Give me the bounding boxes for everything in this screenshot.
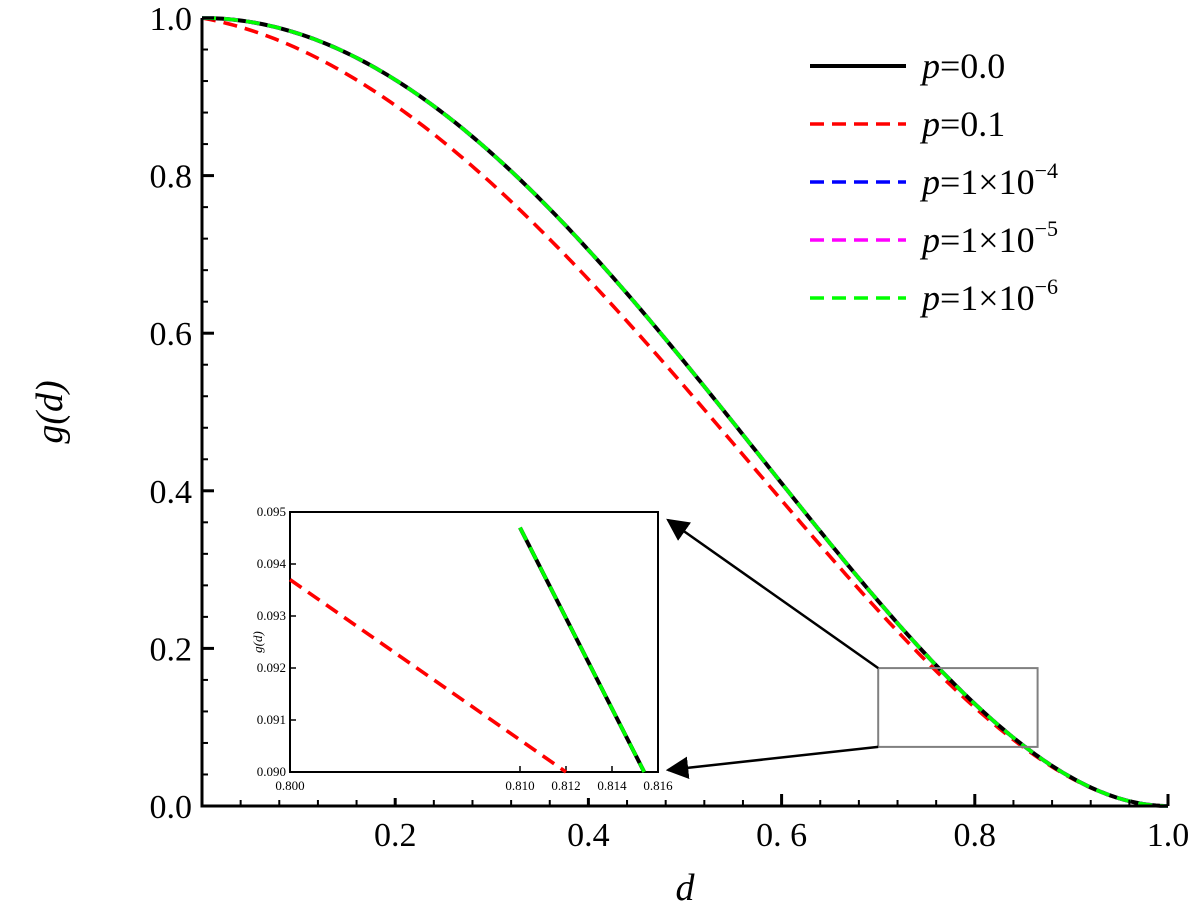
inset-x-tick-label: 0.816 <box>643 778 673 793</box>
inset-frame <box>289 511 659 773</box>
inset-y-tick-label: 0.095 <box>257 504 286 519</box>
legend-label: p=1×10−4 <box>919 158 1058 202</box>
x-tick-label: 1.0 <box>1147 817 1190 854</box>
inset-x-tick-label: 0.812 <box>551 778 580 793</box>
series-line-p-0-1 <box>201 16 1169 808</box>
y-tick-label: 0.6 <box>150 316 193 353</box>
zoom-box <box>877 667 1039 748</box>
inset-series-line-p-1-10-6 <box>518 526 646 773</box>
zoom-arrow-top <box>666 518 879 670</box>
inset-y-axis-title: g(d) <box>250 631 265 653</box>
x-tick-label: 0.4 <box>567 817 610 854</box>
x-tick-label: 0. 6 <box>756 817 807 854</box>
legend-label: p=1×10−5 <box>919 216 1058 260</box>
main-plot-curves <box>201 16 1169 808</box>
inset-y-tick-label: 0.092 <box>257 660 286 675</box>
y-tick-label: 0.4 <box>150 474 193 511</box>
inset-series-line-p-0-1 <box>288 578 568 774</box>
legend-label: p=1×10−6 <box>919 274 1058 318</box>
inset-y-tick-label: 0.091 <box>257 712 286 727</box>
legend: p=0.0 p=0.1 p=1×10−4 p=1×10−5 p=1×10−6 <box>810 46 1058 318</box>
inset-x-tick-label: 0.810 <box>505 778 534 793</box>
y-tick-label: 1.0 <box>150 1 193 38</box>
inset-x-tick-label: 0.800 <box>275 778 304 793</box>
x-tick-label: 0.2 <box>374 817 417 854</box>
zoom-indicator <box>665 518 1039 779</box>
zoom-arrow-bottom <box>665 745 879 779</box>
y-tick-label: 0.0 <box>150 789 193 826</box>
inset-y-tick-label: 0.090 <box>257 764 286 779</box>
inset-background <box>214 498 660 798</box>
y-tick-label: 0.8 <box>150 159 193 196</box>
x-tick-label: 0.8 <box>954 817 997 854</box>
inset-x-tick-label: 0.814 <box>597 778 627 793</box>
inset-plot: 0.090 0.091 0.092 0.093 0.094 0.095 0.800 0.810… <box>214 498 673 798</box>
legend-label: p=0.1 <box>919 104 1005 144</box>
y-tick-label: 0.2 <box>150 631 193 668</box>
y-axis-title: g(d) <box>29 380 71 443</box>
legend-label: p=0.0 <box>919 46 1005 86</box>
x-axis-title: d <box>676 867 696 909</box>
inset-y-tick-label: 0.093 <box>257 608 286 623</box>
inset-y-tick-label: 0.094 <box>257 556 287 571</box>
series-line-p-1-10-6 <box>201 16 1169 808</box>
main-axes: 0.0 0.2 0.4 0.6 0.8 1.0 0.2 0.4 0. 6 0.8 1.0 d g(d) <box>29 1 1189 909</box>
